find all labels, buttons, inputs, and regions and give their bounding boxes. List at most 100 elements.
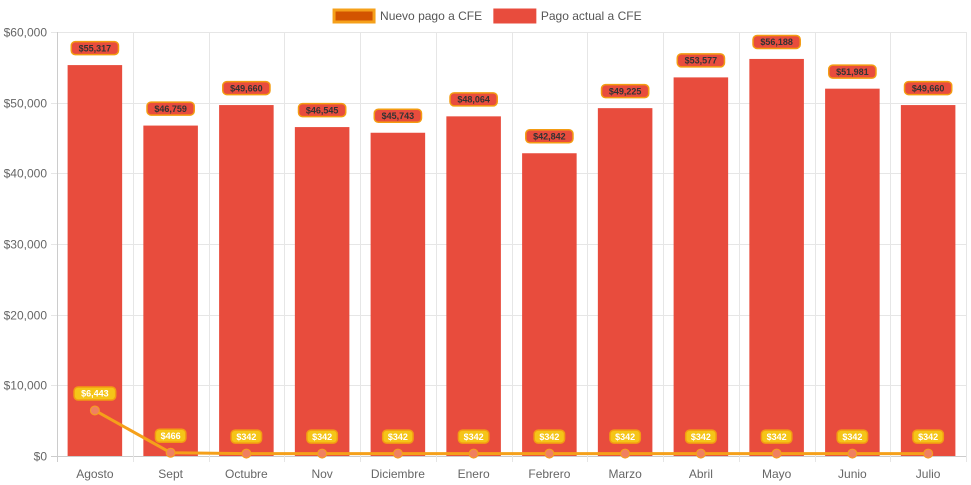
line-label-bg xyxy=(609,429,642,444)
y-tick-label: $10,000 xyxy=(4,379,48,393)
bar-label-bg xyxy=(752,34,801,50)
bar[interactable] xyxy=(446,116,501,457)
line-point[interactable] xyxy=(923,448,934,459)
line-label: $6,443 xyxy=(73,386,117,401)
line-label-bg xyxy=(760,429,793,444)
bar-label-text: $46,545 xyxy=(306,105,339,115)
y-axis: $0 $10,000 $20,000 $30,000 $40,000 $50,000 $60… xyxy=(4,26,48,464)
bar-label: $53,577 xyxy=(676,53,726,68)
line-label-text: $342 xyxy=(615,432,635,442)
x-tick-label: Marzo xyxy=(608,467,642,481)
bar[interactable] xyxy=(749,58,804,456)
bar-label: $42,842 xyxy=(525,128,574,144)
bar[interactable] xyxy=(522,153,577,456)
bar-label: $56,188 xyxy=(752,34,801,50)
bar-label-text: $56,188 xyxy=(760,37,793,47)
bar-series xyxy=(67,58,956,457)
bar-label-bg xyxy=(222,80,271,96)
bar-label-bg xyxy=(525,128,574,144)
bar-label: $46,759 xyxy=(146,101,195,116)
line-series xyxy=(89,405,934,459)
bar-label-text: $53,577 xyxy=(685,56,718,66)
line-point[interactable] xyxy=(89,405,100,416)
line-point[interactable] xyxy=(468,448,479,459)
legend-label: Pago actual a CFE xyxy=(541,9,642,23)
line-label: $342 xyxy=(760,429,793,444)
legend[interactable]: Nuevo pago a CFE Pago actual a CFE xyxy=(332,8,642,24)
line-label-bg xyxy=(912,429,945,444)
bar[interactable] xyxy=(900,105,956,456)
line-label-text: $342 xyxy=(312,432,332,442)
legend-item[interactable]: Pago actual a CFE xyxy=(493,8,642,24)
y-tick-label: $50,000 xyxy=(4,97,48,111)
bar-label-text: $49,660 xyxy=(912,83,945,93)
bar-label: $46,545 xyxy=(297,102,347,118)
x-tick-label: Mayo xyxy=(762,467,792,481)
bar[interactable] xyxy=(597,108,653,456)
line-point[interactable] xyxy=(620,448,631,459)
line-point[interactable] xyxy=(392,448,403,459)
line-point[interactable] xyxy=(771,448,782,459)
line-label: $342 xyxy=(381,429,414,444)
line-label: $342 xyxy=(306,429,339,444)
bar[interactable] xyxy=(370,132,426,457)
legend-swatch xyxy=(493,8,537,24)
x-tick-label: Febrero xyxy=(528,467,570,481)
line-point[interactable] xyxy=(847,448,858,459)
line-point[interactable] xyxy=(241,448,252,459)
bar-label-text: $51,981 xyxy=(836,67,869,77)
bar-label-text: $55,317 xyxy=(79,43,112,53)
line-label-bg xyxy=(154,428,187,443)
line-label-text: $342 xyxy=(539,432,559,442)
x-tick-label: Nov xyxy=(311,467,332,481)
legend-label: Nuevo pago a CFE xyxy=(380,9,482,23)
y-tick-label: $60,000 xyxy=(4,26,48,40)
line-label: $342 xyxy=(684,429,717,444)
bar[interactable] xyxy=(294,127,350,456)
line-point[interactable] xyxy=(544,448,555,459)
line-label: $342 xyxy=(609,429,642,444)
line-label: $342 xyxy=(457,429,490,444)
bar-label: $49,660 xyxy=(903,80,953,96)
line-point[interactable] xyxy=(695,448,706,459)
bar-data-labels: $55,317 $46,759 $49,660 $46,545 $45,743 $48,0… xyxy=(70,34,953,144)
line-data-labels: $6,443 $466 $342 $342 $342 $342 $342 $342 $342 $3… xyxy=(73,386,945,444)
line-label-bg xyxy=(306,429,339,444)
line-label: $466 xyxy=(154,428,187,443)
line-label-text: $342 xyxy=(918,432,938,442)
line-label-bg xyxy=(684,429,717,444)
x-tick-label: Diciembre xyxy=(371,467,425,481)
bar-label-text: $49,225 xyxy=(609,86,642,96)
line-label-text: $342 xyxy=(236,432,256,442)
x-tick-label: Junio xyxy=(838,467,867,481)
y-tick-label: $0 xyxy=(34,450,48,464)
line-label-text: $342 xyxy=(464,432,484,442)
x-tick-label: Enero xyxy=(458,467,490,481)
line-point[interactable] xyxy=(165,447,176,458)
bar-label: $48,064 xyxy=(449,92,498,107)
bar[interactable] xyxy=(219,105,274,456)
bar-label-bg xyxy=(903,80,953,96)
line-label-text: $342 xyxy=(691,432,711,442)
bar[interactable] xyxy=(673,77,729,457)
bar-label-text: $42,842 xyxy=(533,131,566,141)
legend-item[interactable]: Nuevo pago a CFE xyxy=(332,8,482,24)
bar-label-bg xyxy=(449,92,498,107)
line-label-text: $466 xyxy=(161,431,181,441)
bar-label-text: $49,660 xyxy=(230,83,263,93)
bar-label-text: $46,759 xyxy=(154,104,187,114)
bar[interactable] xyxy=(825,88,880,456)
y-tick-label: $20,000 xyxy=(4,309,48,323)
bar[interactable] xyxy=(143,125,198,456)
bar-label-text: $45,743 xyxy=(382,111,415,121)
bar-label-text: $48,064 xyxy=(457,95,490,105)
bar-label: $55,317 xyxy=(70,40,120,56)
line-label: $342 xyxy=(533,429,566,444)
line-label-bg xyxy=(230,429,263,444)
bar-label-bg xyxy=(146,101,195,116)
legend-swatch xyxy=(332,8,376,24)
bar-label: $49,225 xyxy=(600,83,650,99)
x-tick-label: Abril xyxy=(689,467,713,481)
line-point[interactable] xyxy=(317,448,328,459)
